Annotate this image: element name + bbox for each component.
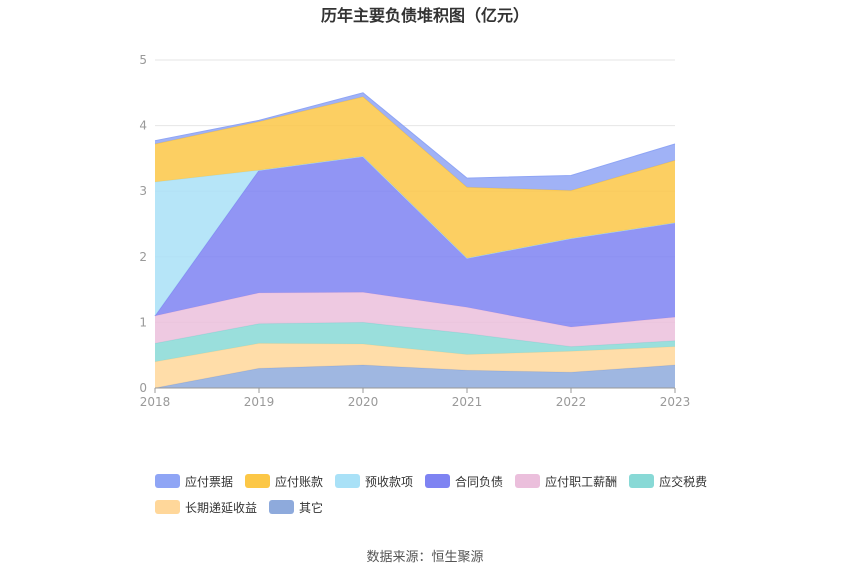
legend-item[interactable]: 应交税费	[629, 472, 707, 490]
area-series	[154, 92, 676, 389]
y-tick-label: 1	[139, 315, 147, 329]
x-tick-label: 2021	[452, 395, 483, 409]
legend-label: 应付职工薪酬	[545, 474, 618, 489]
y-tick-label: 0	[139, 381, 147, 395]
legend-label: 合同负债	[455, 474, 504, 489]
x-tick-label: 2022	[556, 395, 587, 409]
legend-swatch	[155, 474, 180, 488]
legend-label: 应付账款	[275, 474, 324, 489]
legend-row: 应付票据 应付账款 预收款项 合同负债 应付职工薪酬 应交税费	[155, 472, 715, 490]
area-edge-应付票据	[154, 92, 676, 179]
area-series-合同负债	[155, 156, 675, 327]
x-tick-label: 2023	[660, 395, 691, 409]
y-tick-label: 2	[139, 250, 147, 264]
legend-item[interactable]: 应付账款	[245, 472, 323, 490]
legend-label: 应付票据	[185, 474, 234, 489]
x-tick-label: 2020	[348, 395, 379, 409]
area-series-应付票据	[155, 92, 675, 191]
x-tick-label: 2019	[244, 395, 275, 409]
legend-swatch	[335, 474, 361, 488]
legend-item[interactable]: 其它	[269, 498, 323, 516]
legend-swatch	[245, 474, 271, 488]
x-tick-label: 2018	[140, 395, 171, 409]
area-series-应付职工薪酬	[155, 292, 675, 347]
legend-item[interactable]: 应付票据	[155, 472, 233, 490]
data-source-note: 数据来源：恒生聚源	[366, 550, 484, 565]
area-series-长期递延收益	[155, 343, 675, 388]
legend-swatch	[515, 474, 541, 488]
legend-swatch	[155, 500, 180, 514]
legend-label: 长期递延收益	[185, 500, 258, 515]
legend-item[interactable]: 应付职工薪酬	[515, 472, 617, 490]
legend-label: 预收款项	[365, 474, 414, 489]
legend-row: 长期递延收益 其它	[155, 498, 715, 516]
legend-swatch	[269, 500, 295, 514]
legend-swatch	[425, 474, 451, 488]
area-series-应付账款	[155, 96, 675, 259]
legend-item[interactable]: 合同负债	[425, 472, 503, 490]
legend-item[interactable]: 长期递延收益	[155, 498, 257, 516]
y-tick-label: 4	[139, 119, 147, 133]
y-tick-label: 5	[139, 53, 147, 67]
area-series-应交税费	[155, 322, 675, 362]
axes: 0 1 2 3 4 5 2018 2019 2020 2021 2022 2023	[139, 53, 690, 409]
legend-label: 应交税费	[659, 474, 708, 489]
legend-swatch	[629, 474, 655, 488]
y-tick-label: 3	[139, 184, 147, 198]
legend-label: 其它	[299, 500, 324, 515]
chart-title: 历年主要负债堆积图（亿元）	[320, 6, 529, 25]
chart-legend: 应付票据 应付账款 预收款项 合同负债 应付职工薪酬 应交税费 长期递延收益 其它	[155, 472, 715, 524]
area-series-其它	[155, 365, 675, 388]
legend-item[interactable]: 预收款项	[335, 472, 413, 490]
